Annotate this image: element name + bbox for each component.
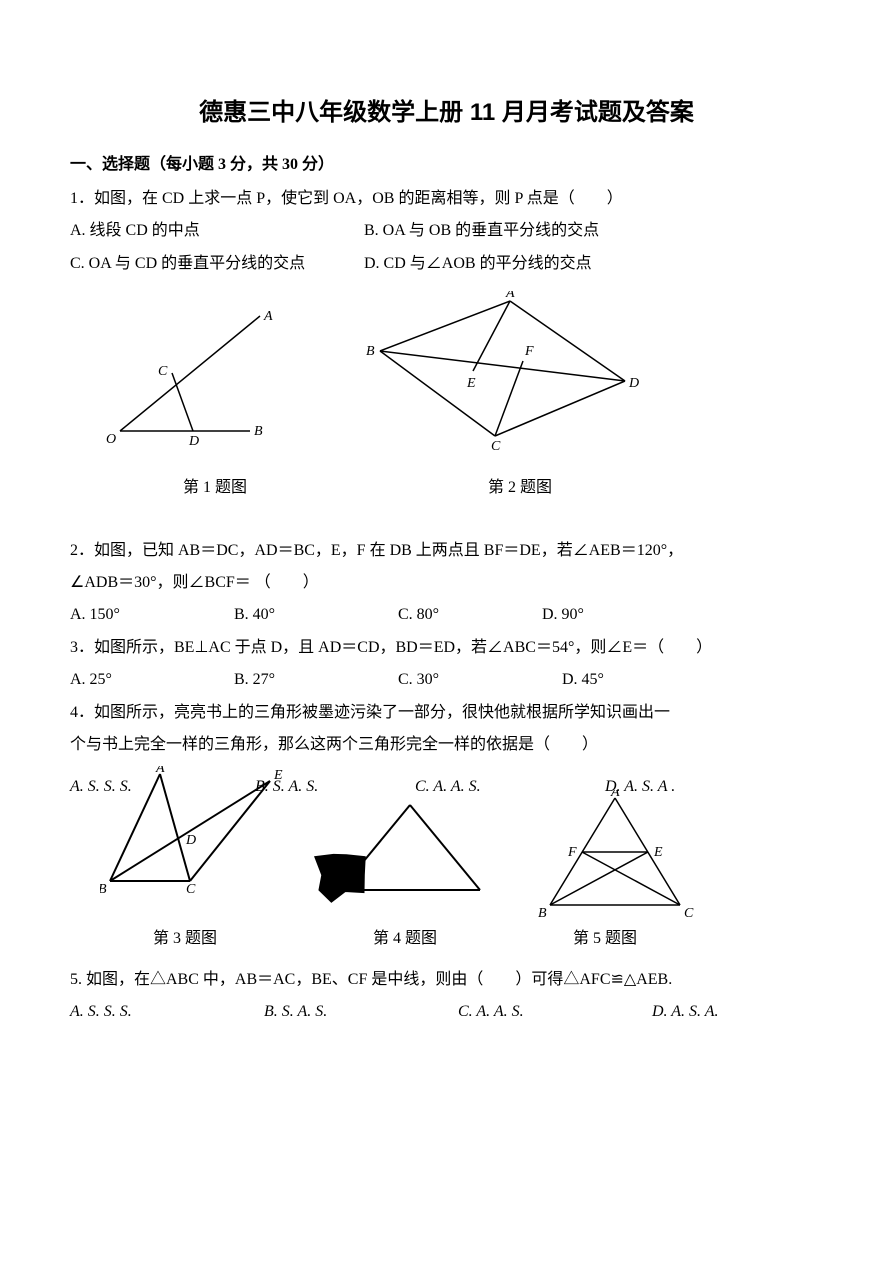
caption-row-3-4-5: 第 3 题图 第 4 题图 第 5 题图: [70, 924, 823, 954]
caption-q3: 第 3 题图: [70, 924, 300, 954]
title-prefix: 德惠三中八年级数学上册: [199, 99, 470, 126]
svg-text:A: A: [610, 790, 620, 800]
svg-text:B: B: [366, 344, 375, 359]
caption-q2: 第 2 题图: [360, 473, 680, 503]
q5-opts: A. S. S. S. B. S. A. S. C. A. A. S. D. A…: [70, 997, 823, 1027]
q5-opt-d: D. A. S. A.: [652, 997, 719, 1027]
svg-text:D: D: [185, 833, 196, 848]
q2-opt-b: B. 40°: [234, 600, 354, 630]
q1-opt-b: B. OA 与 OB 的垂直平分线的交点: [364, 222, 599, 239]
caption-q5: 第 5 题图: [510, 924, 700, 954]
q1-stem: 1．如图，在 CD 上求一点 P，使它到 OA，OB 的距离相等，则 P 点是（…: [70, 184, 823, 214]
q3-opt-a: A. 25°: [70, 665, 190, 695]
svg-text:A: A: [263, 309, 273, 324]
q1-row2: C. OA 与 CD 的垂直平分线的交点 D. CD 与∠AOB 的平分线的交点: [70, 249, 823, 279]
q3-stem: 3．如图所示，BE⊥AC 于点 D，且 AD＝CD，BD＝ED，若∠ABC＝54…: [70, 633, 823, 663]
svg-text:D: D: [188, 434, 199, 449]
q5-opt-a: A. S. S. S.: [70, 997, 220, 1027]
q1-row1: A. 线段 CD 的中点 B. OA 与 OB 的垂直平分线的交点: [70, 216, 823, 246]
svg-text:C: C: [684, 906, 694, 920]
svg-text:B: B: [254, 424, 263, 439]
q4-line1: 4．如图所示，亮亮书上的三角形被墨迹污染了一部分，很快他就根据所学知识画出一: [70, 698, 823, 728]
svg-text:A: A: [155, 766, 165, 776]
q1-opt-c: C. OA 与 CD 的垂直平分线的交点: [70, 249, 360, 279]
q2-line2: ∠ADB＝30°，则∠BCF＝ （ ）: [70, 568, 823, 598]
figure-q5: A B C E F: [530, 790, 700, 920]
q3-opt-b: B. 27°: [234, 665, 354, 695]
svg-text:D: D: [628, 376, 639, 391]
caption-row-1-2: 第 1 题图 第 2 题图: [70, 473, 823, 503]
svg-text:C: C: [158, 364, 168, 379]
q2-opt-a: A. 150°: [70, 600, 190, 630]
q5-opt-c: C. A. A. S.: [458, 997, 608, 1027]
figures-row-1-2: O A B C D A B C D E F: [70, 291, 823, 451]
svg-text:C: C: [186, 882, 196, 896]
title-num: 11: [470, 99, 495, 126]
title-suffix: 月月考试题及答案: [495, 99, 694, 126]
figure-q4: [300, 790, 500, 910]
svg-text:C: C: [491, 439, 501, 451]
figure-q2: A B C D E F: [360, 291, 650, 451]
q2-opt-c: C. 80°: [398, 600, 498, 630]
q3-opt-c: C. 30°: [398, 665, 518, 695]
svg-text:B: B: [100, 882, 107, 896]
svg-text:F: F: [567, 845, 577, 860]
svg-text:A: A: [505, 291, 515, 301]
section-1-heading: 一、选择题（每小题 3 分，共 30 分）: [70, 150, 823, 180]
caption-q1: 第 1 题图: [70, 473, 360, 503]
svg-text:E: E: [653, 845, 663, 860]
q2-line1: 2．如图，已知 AB＝DC，AD＝BC，E，F 在 DB 上两点且 BF＝DE，…: [70, 536, 823, 566]
svg-text:B: B: [538, 906, 547, 920]
q1-opt-d: D. CD 与∠AOB 的平分线的交点: [364, 255, 592, 272]
q3-opts: A. 25° B. 27° C. 30° D. 45°: [70, 665, 823, 695]
q1-opt-a: A. 线段 CD 的中点: [70, 216, 360, 246]
figure-q1: O A B C D: [100, 301, 290, 451]
q3-opt-d: D. 45°: [562, 665, 604, 695]
q2-opt-d: D. 90°: [542, 600, 584, 630]
svg-text:E: E: [466, 376, 476, 391]
q2-opts: A. 150° B. 40° C. 80° D. 90°: [70, 600, 823, 630]
q5-opt-b: B. S. A. S.: [264, 997, 414, 1027]
page-title: 德惠三中八年级数学上册 11 月月考试题及答案: [70, 90, 823, 136]
svg-text:O: O: [106, 432, 116, 447]
svg-text:F: F: [524, 344, 534, 359]
q5-stem: 5. 如图，在△ABC 中，AB＝AC，BE、CF 是中线，则由（ ）可得△AF…: [70, 965, 823, 995]
q4-line2: 个与书上完全一样的三角形，那么这两个三角形完全一样的依据是（ ）: [70, 730, 823, 760]
caption-q4: 第 4 题图: [300, 924, 510, 954]
